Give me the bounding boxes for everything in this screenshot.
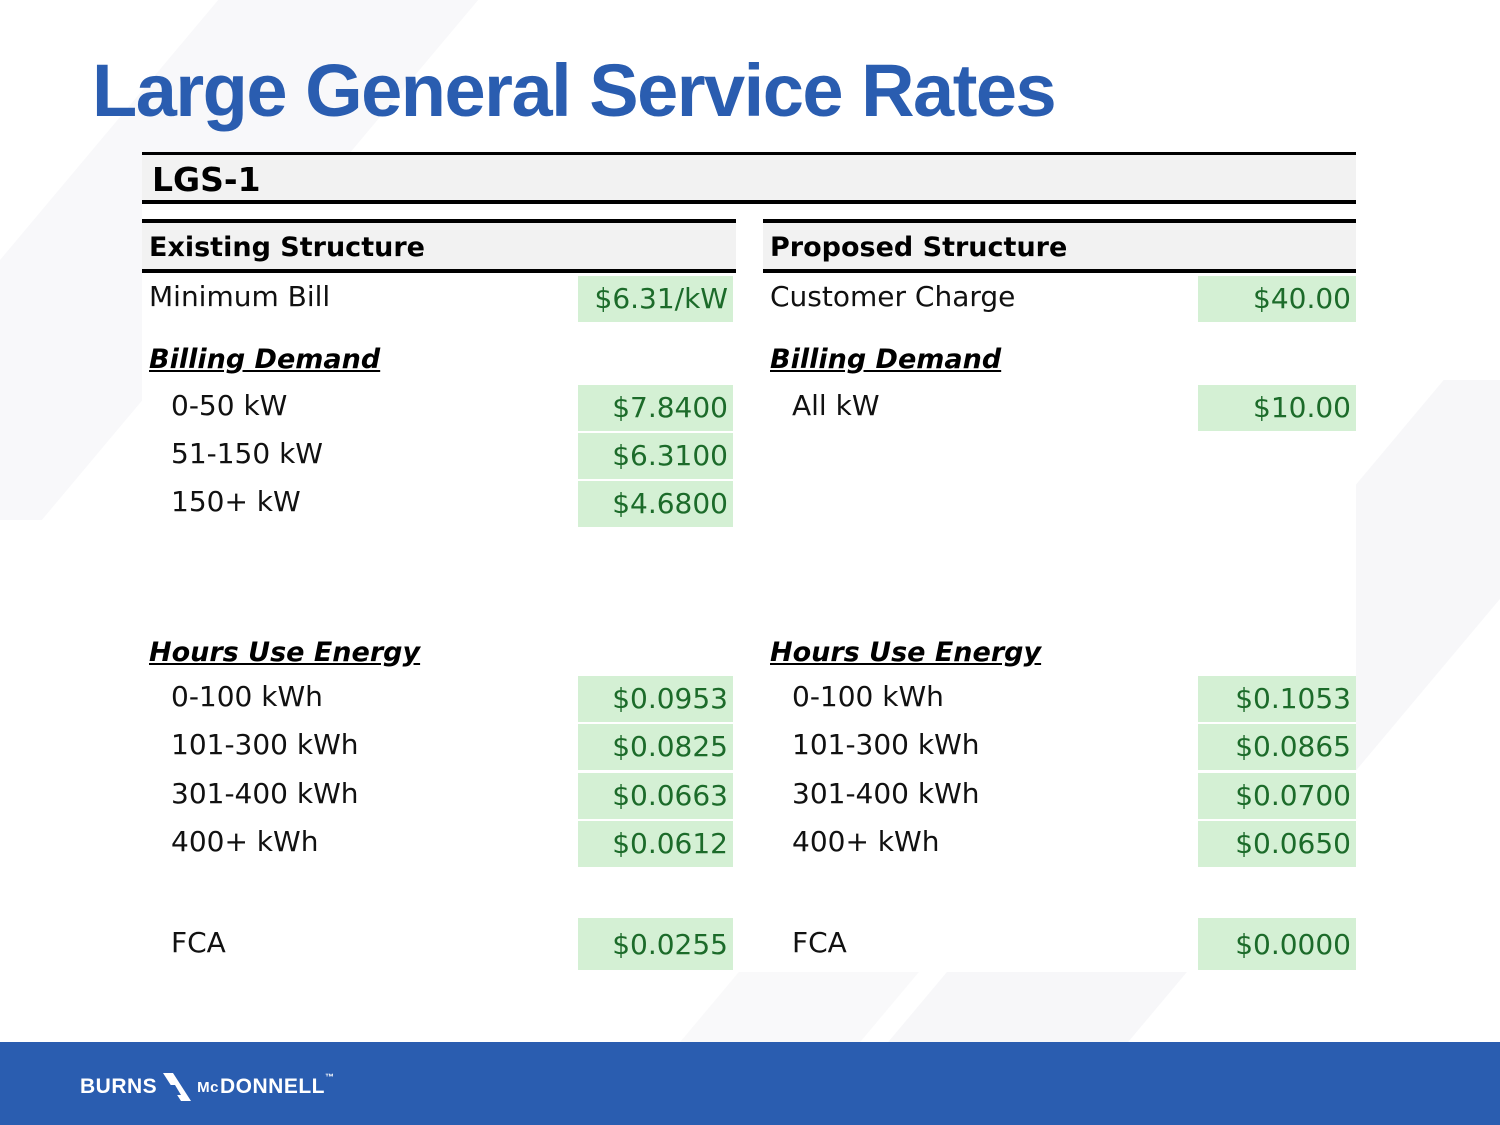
- demand-tier-label: All kW: [792, 389, 880, 422]
- logo-text-mc: Mc: [197, 1078, 220, 1096]
- rate-code: LGS-1: [152, 160, 261, 199]
- existing-structure-title: Existing Structure: [149, 232, 425, 263]
- energy-row: 400+ kWh $0.0650: [763, 821, 1356, 867]
- energy-row: 101-300 kWh $0.0825: [142, 724, 736, 770]
- demand-row: 0-50 kW $7.8400: [142, 385, 736, 431]
- energy-tier-value: $0.0663: [578, 773, 733, 819]
- energy-tier-value: $0.0825: [578, 724, 733, 770]
- logo-trademark: ™: [325, 1072, 335, 1082]
- energy-tier-label: 0-100 kWh: [171, 680, 323, 713]
- customer-charge-value: $40.00: [1198, 276, 1356, 322]
- demand-tier-label: 150+ kW: [171, 485, 301, 518]
- minimum-bill-label: Minimum Bill: [149, 280, 331, 313]
- demand-row: 150+ kW $4.6800: [142, 481, 736, 527]
- billing-demand-heading: Billing Demand: [770, 344, 1002, 375]
- demand-tier-label: 51-150 kW: [171, 437, 323, 470]
- demand-row: All kW $10.00: [763, 385, 1356, 431]
- hours-use-energy-heading: Hours Use Energy: [770, 637, 1042, 668]
- demand-tier-value: $10.00: [1198, 385, 1356, 431]
- page-title: Large General Service Rates: [92, 49, 1057, 132]
- energy-row: 0-100 kWh $0.0953: [142, 676, 736, 722]
- energy-row: 301-400 kWh $0.0663: [142, 773, 736, 819]
- billing-demand-heading: Billing Demand: [149, 344, 381, 375]
- energy-row: 400+ kWh $0.0612: [142, 821, 736, 867]
- energy-tier-label: 400+ kWh: [792, 825, 940, 858]
- customer-charge-label: Customer Charge: [770, 280, 1016, 313]
- energy-tier-label: 301-400 kWh: [171, 777, 359, 810]
- energy-tier-value: $0.0650: [1198, 821, 1356, 867]
- fca-row: FCA $0.0255: [142, 918, 736, 970]
- fca-label: FCA: [792, 926, 847, 959]
- fca-label: FCA: [171, 926, 226, 959]
- demand-tier-label: 0-50 kW: [171, 389, 288, 422]
- energy-tier-label: 400+ kWh: [171, 825, 319, 858]
- fca-value: $0.0000: [1198, 918, 1356, 970]
- logo-slash-icon: [163, 1073, 192, 1101]
- proposed-structure-header: Proposed Structure: [763, 219, 1356, 273]
- proposed-structure-title: Proposed Structure: [770, 232, 1068, 263]
- energy-row: 0-100 kWh $0.1053: [763, 676, 1356, 722]
- logo-text-donnell: DONNELL: [220, 1075, 326, 1098]
- existing-structure-header: Existing Structure: [142, 219, 736, 273]
- customer-charge-row: Customer Charge $40.00: [763, 276, 1356, 322]
- minimum-bill-value: $6.31/kW: [578, 276, 733, 322]
- rates-table: LGS-1 Existing Structure Minimum Bill $6…: [142, 152, 1356, 972]
- demand-tier-value: $7.8400: [578, 385, 733, 431]
- logo-text-burns: BURNS: [80, 1075, 158, 1098]
- energy-tier-value: $0.0865: [1198, 724, 1356, 770]
- demand-tier-value: $4.6800: [578, 481, 733, 527]
- energy-tier-label: 101-300 kWh: [792, 728, 980, 761]
- hours-use-energy-heading: Hours Use Energy: [149, 637, 421, 668]
- energy-row: 301-400 kWh $0.0700: [763, 773, 1356, 819]
- demand-tier-value: $6.3100: [578, 433, 733, 479]
- minimum-bill-row: Minimum Bill $6.31/kW: [142, 276, 736, 322]
- energy-tier-label: 0-100 kWh: [792, 680, 944, 713]
- demand-row: 51-150 kW $6.3100: [142, 433, 736, 479]
- rate-code-bar: LGS-1: [142, 152, 1356, 204]
- footer-bar: BURNS Mc DONNELL ™: [0, 1042, 1500, 1125]
- fca-value: $0.0255: [578, 918, 733, 970]
- energy-tier-label: 301-400 kWh: [792, 777, 980, 810]
- energy-tier-value: $0.0700: [1198, 773, 1356, 819]
- energy-tier-value: $0.1053: [1198, 676, 1356, 722]
- energy-row: 101-300 kWh $0.0865: [763, 724, 1356, 770]
- fca-row: FCA $0.0000: [763, 918, 1356, 970]
- energy-tier-value: $0.0953: [578, 676, 733, 722]
- company-logo: BURNS Mc DONNELL ™: [80, 1069, 335, 1105]
- energy-tier-value: $0.0612: [578, 821, 733, 867]
- energy-tier-label: 101-300 kWh: [171, 728, 359, 761]
